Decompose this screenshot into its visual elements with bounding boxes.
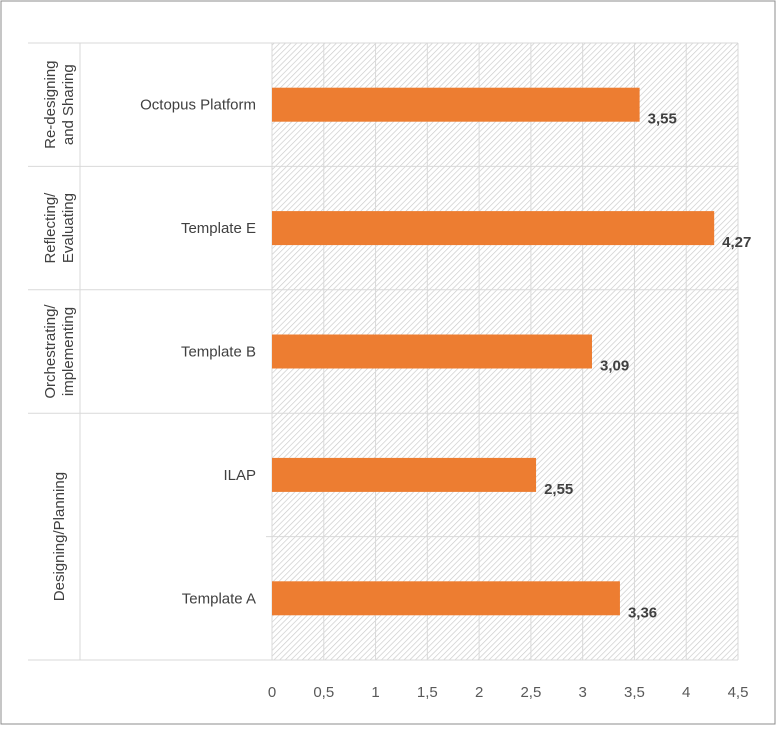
category-label: Template B xyxy=(181,344,256,361)
group-label: Designing/Planning xyxy=(51,472,68,601)
x-tick-label: 3 xyxy=(578,684,586,701)
group-label: Reflecting/ xyxy=(42,192,59,264)
x-tick-label: 2,5 xyxy=(520,684,541,701)
bar xyxy=(272,211,715,246)
group-label: Re-designing xyxy=(42,61,59,149)
category-label: ILAP xyxy=(223,467,256,484)
bar xyxy=(272,87,640,122)
bar xyxy=(272,334,592,369)
x-axis-tick-labels: 0 0,5 1 1,5 2 2,5 3 3,5 4 4,5 xyxy=(268,684,749,701)
data-label: 3,09 xyxy=(600,358,629,375)
x-tick-label: 1,5 xyxy=(417,684,438,701)
group-label: and Sharing xyxy=(60,64,77,145)
x-tick-label: 3,5 xyxy=(624,684,645,701)
category-label: Template E xyxy=(181,220,256,237)
category-label: Template A xyxy=(182,590,256,607)
x-tick-label: 4 xyxy=(682,684,690,701)
group-label: implementing xyxy=(60,307,77,396)
bars xyxy=(272,87,715,616)
data-label: 4,27 xyxy=(722,234,751,251)
bar xyxy=(272,581,620,616)
category-label: Octopus Platform xyxy=(140,97,256,114)
x-tick-label: 4,5 xyxy=(728,684,749,701)
x-tick-label: 1 xyxy=(371,684,379,701)
group-labels: Re-designing and Sharing Reflecting/Evalua… xyxy=(42,61,77,602)
group-label: Orchestrating/ xyxy=(42,304,59,399)
data-label: 3,36 xyxy=(628,604,657,621)
value-labels: 3,55 4,27 3,09 2,55 3,36 xyxy=(544,111,751,622)
group-label: Evaluating xyxy=(60,193,77,263)
category-labels: Octopus Platform Template E Template B ILAP… xyxy=(140,97,256,608)
data-label: 2,55 xyxy=(544,481,573,498)
x-tick-label: 0 xyxy=(268,684,276,701)
x-tick-label: 2 xyxy=(475,684,483,701)
x-tick-label: 0,5 xyxy=(313,684,334,701)
data-label: 3,55 xyxy=(648,111,677,128)
category-separators xyxy=(28,42,738,661)
bar xyxy=(272,457,537,492)
